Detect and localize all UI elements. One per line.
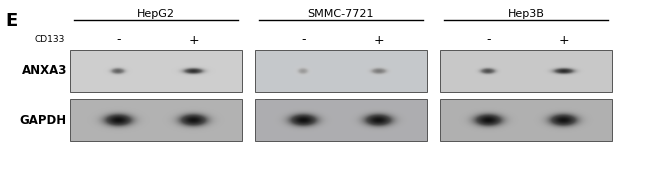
Text: GAPDH: GAPDH xyxy=(20,114,67,127)
Text: +: + xyxy=(188,33,199,46)
Text: -: - xyxy=(301,33,305,46)
Text: HepG2: HepG2 xyxy=(137,9,175,19)
Text: Hep3B: Hep3B xyxy=(508,9,545,19)
Bar xyxy=(440,50,612,92)
Text: ANXA3: ANXA3 xyxy=(21,64,67,77)
Bar xyxy=(70,50,242,92)
Text: +: + xyxy=(374,33,384,46)
Bar xyxy=(255,99,427,141)
Text: -: - xyxy=(116,33,120,46)
Bar xyxy=(255,50,427,92)
Text: +: + xyxy=(558,33,569,46)
Text: CD133: CD133 xyxy=(34,35,65,44)
Bar xyxy=(440,99,612,141)
Text: -: - xyxy=(486,33,490,46)
Bar xyxy=(70,99,242,141)
Text: E: E xyxy=(5,12,18,30)
Text: SMMC-7721: SMMC-7721 xyxy=(307,9,374,19)
